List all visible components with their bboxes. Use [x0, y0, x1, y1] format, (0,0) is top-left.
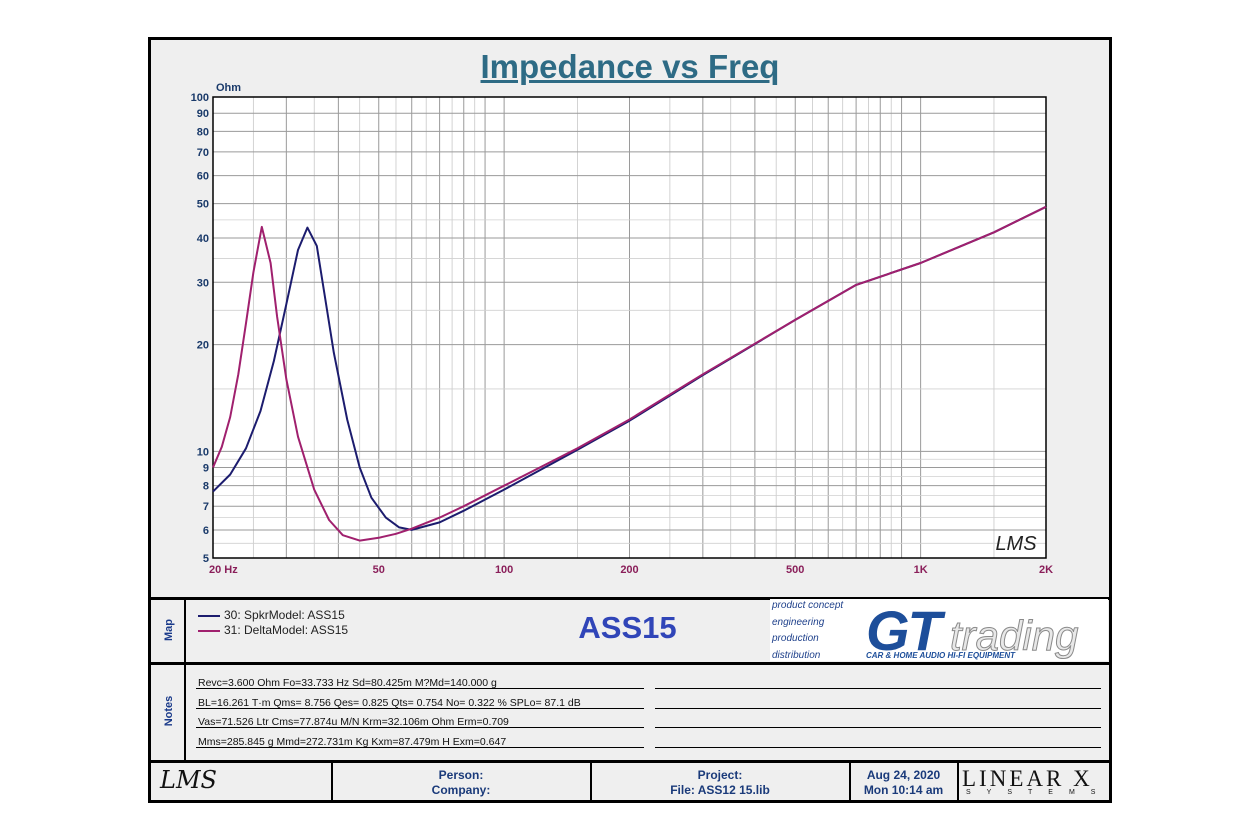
y-axis-unit-label: Ohm	[216, 82, 241, 94]
notes-panel-label: Notes	[163, 695, 175, 727]
legend-item-deltamodel: 31: DeltaModel: ASS15	[198, 623, 348, 637]
footer-divider	[957, 762, 959, 802]
divider-footer	[148, 760, 1112, 763]
note-line-3: Vas=71.526 Ltr Cms=77.874u M/N Krm=32.10…	[198, 716, 509, 728]
divider-map	[148, 597, 1112, 600]
y-tick-label: 5	[203, 553, 209, 565]
note-rule	[196, 688, 644, 689]
y-tick-label: 60	[197, 171, 209, 183]
brand-line-2: engineering	[772, 617, 825, 628]
brand-gt: GT	[866, 599, 942, 662]
legend-swatch-magenta	[198, 629, 220, 632]
y-tick-label: 90	[197, 108, 209, 120]
project-label: Project:	[697, 768, 743, 782]
x-tick-label: 200	[620, 564, 638, 576]
note-rule	[655, 747, 1101, 748]
brand-trading: trading	[949, 612, 1079, 660]
lms-logo: LMS	[160, 766, 217, 794]
footer-divider	[590, 762, 592, 802]
report-date: Aug 24, 2020	[866, 768, 941, 782]
x-tick-label: 2K	[1039, 564, 1053, 576]
chart-title: Impedance vs Freq	[480, 48, 780, 85]
company-label: Company:	[431, 783, 491, 797]
note-rule	[655, 727, 1101, 728]
note-rule	[655, 708, 1101, 709]
y-tick-label: 40	[197, 233, 209, 245]
note-rule	[196, 727, 644, 728]
legend-swatch-navy	[198, 614, 220, 617]
note-line-4: Mms=285.845 g Mmd=272.731m Kg Kxm=87.479…	[198, 736, 507, 748]
legend-item-spkrmodel: 30: SpkrModel: ASS15	[198, 608, 345, 622]
map-panel-label: Map	[163, 619, 175, 641]
footer-divider	[331, 762, 333, 802]
x-tick-label: 1K	[914, 564, 928, 576]
x-tick-label: 500	[786, 564, 804, 576]
impedance-chart: LMS 100 90 80 70 60 50 40 30 20 10 9 8 7 6 5 Ohm 20 Hz 50 1…	[191, 82, 1053, 576]
note-rule	[196, 708, 644, 709]
brand-logo-area	[770, 599, 1108, 661]
y-tick-label: 50	[197, 199, 209, 211]
plot-border	[212, 96, 1047, 559]
footer-divider	[849, 762, 851, 802]
plot-lms-mark: LMS	[995, 533, 1037, 555]
series-line-2	[212, 205, 1047, 542]
y-tick-label: 70	[197, 147, 209, 159]
x-tick-label: 100	[495, 564, 513, 576]
person-label: Person:	[438, 768, 484, 782]
file-label: File: ASS12 15.lib	[670, 783, 770, 797]
linearx-systems: SYSTEMS	[966, 789, 1112, 796]
note-rule	[655, 688, 1101, 689]
brand-line-1: product concept	[772, 600, 844, 611]
y-tick-label: 10	[197, 446, 209, 458]
y-tick-label: 8	[203, 481, 209, 493]
label-column-divider	[184, 599, 186, 761]
y-tick-label: 9	[203, 463, 209, 475]
brand-line-3: production	[772, 633, 819, 644]
brand-line-4: distribution	[772, 650, 821, 661]
linearx-logo: LINEAR X	[962, 766, 1093, 791]
brand-tagline: CAR & HOME AUDIO HI-FI EQUIPMENT	[866, 651, 1016, 660]
y-tick-label: 80	[197, 126, 209, 138]
note-rule	[196, 747, 644, 748]
report-time: Mon 10:14 am	[863, 783, 944, 797]
legend-label-deltamodel: 31: DeltaModel: ASS15	[224, 623, 349, 637]
legend-label-spkrmodel: 30: SpkrModel: ASS15	[224, 608, 345, 622]
model-name: ASS15	[578, 610, 677, 645]
y-tick-label: 100	[191, 92, 209, 104]
x-tick-label: 50	[373, 564, 385, 576]
y-tick-label: 20	[197, 340, 209, 352]
y-tick-label: 6	[203, 525, 209, 537]
divider-notes	[148, 662, 1112, 665]
note-line-2: BL=16.261 T·m Qms= 8.756 Qes= 0.825 Qts=…	[198, 697, 581, 709]
x-tick-label: 20 Hz	[209, 564, 238, 576]
y-tick-label: 7	[203, 501, 209, 513]
note-line-1: Revc=3.600 Ohm Fo=33.733 Hz Sd=80.425m M…	[198, 677, 497, 689]
y-tick-label: 30	[197, 277, 209, 289]
